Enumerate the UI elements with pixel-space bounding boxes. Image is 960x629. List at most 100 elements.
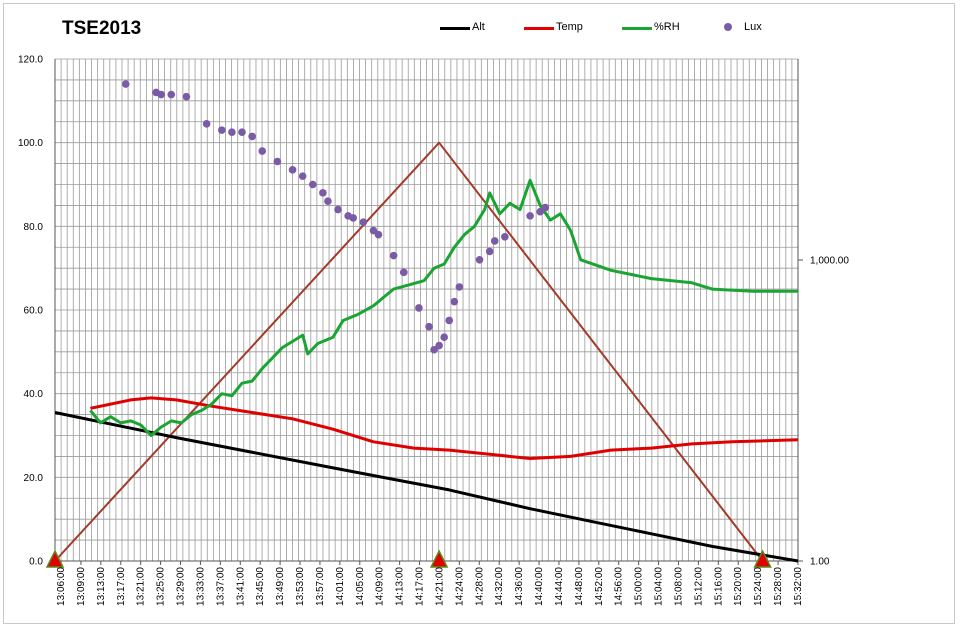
x-tick-label: 15:24:00 xyxy=(753,567,764,606)
x-tick-label: 15:20:00 xyxy=(733,567,744,606)
data-point xyxy=(490,237,499,245)
data-point xyxy=(202,120,211,128)
data-point xyxy=(334,205,342,214)
y-right-tick-label: 1.00 xyxy=(810,557,830,568)
x-tick-label: 14:09:00 xyxy=(375,567,386,606)
x-tick-label: 13:06:00 xyxy=(56,567,67,606)
x-tick-label: 14:40:00 xyxy=(534,567,545,606)
legend-label-lux: Lux xyxy=(744,21,762,33)
x-tick-label: 13:29:00 xyxy=(176,567,187,606)
x-tick-label: 15:16:00 xyxy=(713,567,724,606)
data-point xyxy=(541,203,550,212)
x-tick-label: 14:24:00 xyxy=(454,567,465,606)
x-tick-label: 13:57:00 xyxy=(315,567,326,606)
data-point xyxy=(430,345,438,354)
series-alt xyxy=(54,411,799,563)
x-tick-label: 14:44:00 xyxy=(554,567,565,606)
data-point xyxy=(455,283,464,291)
data-point xyxy=(435,341,443,350)
series-lux xyxy=(121,80,550,354)
data-point xyxy=(121,80,130,88)
data-point xyxy=(319,189,327,197)
x-tick-label: 13:41:00 xyxy=(235,567,246,606)
data-point xyxy=(167,90,176,99)
x-tick-label: 14:56:00 xyxy=(614,567,625,606)
legend-label-alt: Alt xyxy=(472,21,485,33)
y-right-tick-label: 1,000.00 xyxy=(810,256,849,267)
x-tick-label: 13:53:00 xyxy=(295,567,306,606)
data-point xyxy=(501,232,509,241)
x-tick-label: 13:49:00 xyxy=(275,567,286,606)
data-point xyxy=(389,251,398,260)
data-point xyxy=(273,157,282,166)
x-tick-label: 13:09:00 xyxy=(76,567,87,606)
data-point xyxy=(369,226,378,235)
data-point xyxy=(324,197,332,206)
legend-swatch-lux xyxy=(724,23,732,31)
x-tick-label: 13:33:00 xyxy=(195,567,206,606)
x-tick-label: 15:28:00 xyxy=(773,567,784,606)
series-extra-5 xyxy=(45,549,772,568)
data-point xyxy=(228,128,236,137)
data-point xyxy=(349,214,358,222)
data-point xyxy=(536,207,545,216)
series-layer xyxy=(45,80,799,568)
data-point xyxy=(217,126,226,134)
legend-swatch-temp xyxy=(524,27,554,30)
series-line xyxy=(89,178,798,437)
data-point xyxy=(399,268,408,277)
data-point xyxy=(288,166,297,174)
data-point xyxy=(450,297,459,306)
data-point xyxy=(238,128,246,137)
legend-swatch-rh xyxy=(622,27,652,30)
y-tick-label: 0.0 xyxy=(29,557,43,568)
x-tick-label: 14:32:00 xyxy=(494,567,505,606)
data-point xyxy=(258,147,267,155)
x-tick-label: 15:32:00 xyxy=(793,567,804,606)
y-tick-label: 20.0 xyxy=(24,473,44,484)
tick-labels: 0.0 20.0 40.0 60.0 80.0 100.0 120.0 1.00 1,000.0… xyxy=(18,55,849,606)
triangle-marker xyxy=(429,549,449,568)
y-tick-label: 100.0 xyxy=(18,138,43,149)
series-rh xyxy=(89,178,798,437)
x-tick-label: 15:12:00 xyxy=(693,567,704,606)
x-tick-label: 14:52:00 xyxy=(594,567,605,606)
data-point xyxy=(308,180,317,189)
x-tick-label: 14:36:00 xyxy=(514,567,525,606)
chart-title: TSE2013 xyxy=(62,18,142,39)
series-line xyxy=(54,411,799,563)
x-tick-label: 15:00:00 xyxy=(634,567,645,606)
x-tick-label: 15:04:00 xyxy=(654,567,665,606)
y-tick-label: 40.0 xyxy=(24,389,44,400)
x-tick-label: 14:17:00 xyxy=(415,567,426,606)
x-tick-label: 14:48:00 xyxy=(574,567,585,606)
y-tick-label: 80.0 xyxy=(24,222,44,233)
x-tick-label: 13:25:00 xyxy=(156,567,167,606)
series-temp xyxy=(90,396,799,460)
data-point xyxy=(445,316,454,325)
x-tick-label: 14:13:00 xyxy=(395,567,406,606)
x-tick-label: 13:17:00 xyxy=(116,567,127,606)
x-tick-label: 13:13:00 xyxy=(96,567,107,606)
legend-label-rh: %RH xyxy=(654,21,680,33)
data-point xyxy=(248,132,256,141)
data-point xyxy=(359,218,368,226)
data-point xyxy=(425,322,433,331)
data-point xyxy=(157,90,165,99)
triangle-marker xyxy=(753,549,772,568)
legend-label-temp: Temp xyxy=(556,21,583,33)
data-point xyxy=(182,92,191,101)
x-tick-label: 13:45:00 xyxy=(255,567,266,606)
data-point xyxy=(475,255,484,264)
x-tick-label: 15:08:00 xyxy=(673,567,684,606)
triangle-marker xyxy=(45,549,65,568)
x-tick-label: 13:37:00 xyxy=(215,567,226,606)
legend-swatch-alt xyxy=(440,27,470,30)
data-point xyxy=(298,172,307,180)
axes xyxy=(54,59,803,565)
x-tick-label: 14:01:00 xyxy=(335,567,346,606)
series-line xyxy=(90,396,799,460)
data-point xyxy=(374,230,383,239)
x-tick-label: 14:28:00 xyxy=(474,567,485,606)
